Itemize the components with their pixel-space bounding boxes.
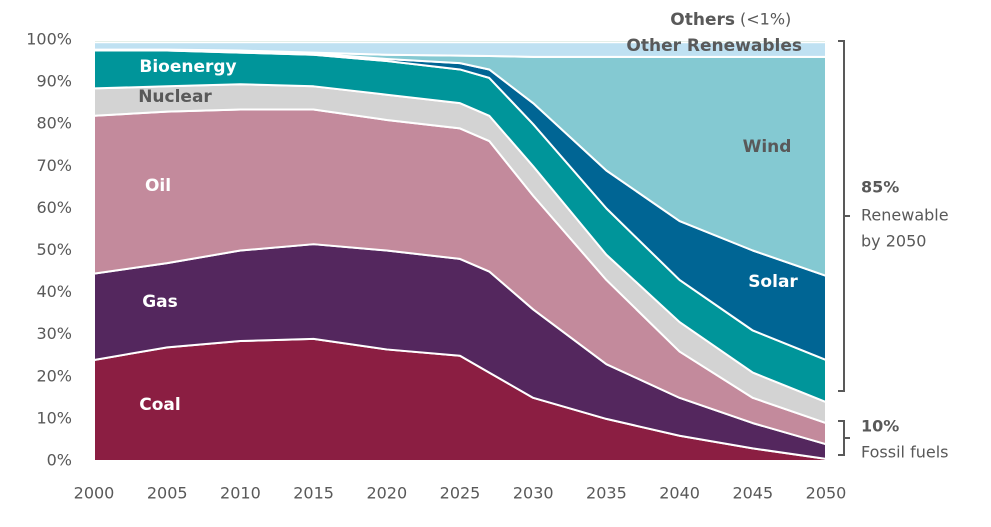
- x-tick-label: 2000: [74, 484, 115, 503]
- annotation: Renewable: [861, 206, 949, 225]
- y-tick-label: 20%: [36, 366, 72, 385]
- fossil-bracket: [838, 420, 850, 456]
- annotation: 10%: [861, 417, 899, 436]
- y-tick-label: 50%: [36, 240, 72, 259]
- x-tick-label: 2035: [586, 484, 627, 503]
- y-tick-label: 0%: [47, 451, 72, 470]
- x-tick-label: 2030: [513, 484, 554, 503]
- y-tick-label: 70%: [36, 156, 72, 175]
- annotation: by 2050: [861, 232, 926, 251]
- area: [93, 39, 827, 44]
- y-tick-label: 80%: [36, 114, 72, 133]
- x-tick-label: 2010: [220, 484, 261, 503]
- x-tick-label: 2045: [732, 484, 773, 503]
- series-label: Gas: [142, 292, 178, 312]
- renewable-bracket: [838, 40, 850, 392]
- x-tick-label: 2050: [806, 484, 847, 503]
- series-label: Solar: [748, 272, 798, 292]
- series-label: Others: [670, 10, 735, 30]
- others-note: (<1%): [740, 10, 791, 29]
- series-label: Nuclear: [138, 87, 212, 107]
- x-tick-label: 2015: [293, 484, 334, 503]
- annotation: 85%: [861, 178, 899, 197]
- series-label: Wind: [743, 137, 792, 157]
- y-tick-label: 60%: [36, 198, 72, 217]
- series-label: Oil: [145, 176, 171, 196]
- y-tick-label: 30%: [36, 324, 72, 343]
- x-tick-label: 2025: [440, 484, 481, 503]
- y-tick-label: 100%: [26, 30, 72, 49]
- y-tick-label: 90%: [36, 72, 72, 91]
- annotation: Fossil fuels: [861, 443, 948, 462]
- x-tick-label: 2040: [659, 484, 700, 503]
- series-label: Coal: [139, 395, 180, 415]
- series-label: Bioenergy: [139, 57, 236, 77]
- x-tick-label: 2020: [366, 484, 407, 503]
- series-label: Other Renewables: [626, 36, 802, 56]
- x-tick-label: 2005: [147, 484, 188, 503]
- y-tick-label: 40%: [36, 282, 72, 301]
- y-tick-label: 10%: [36, 408, 72, 427]
